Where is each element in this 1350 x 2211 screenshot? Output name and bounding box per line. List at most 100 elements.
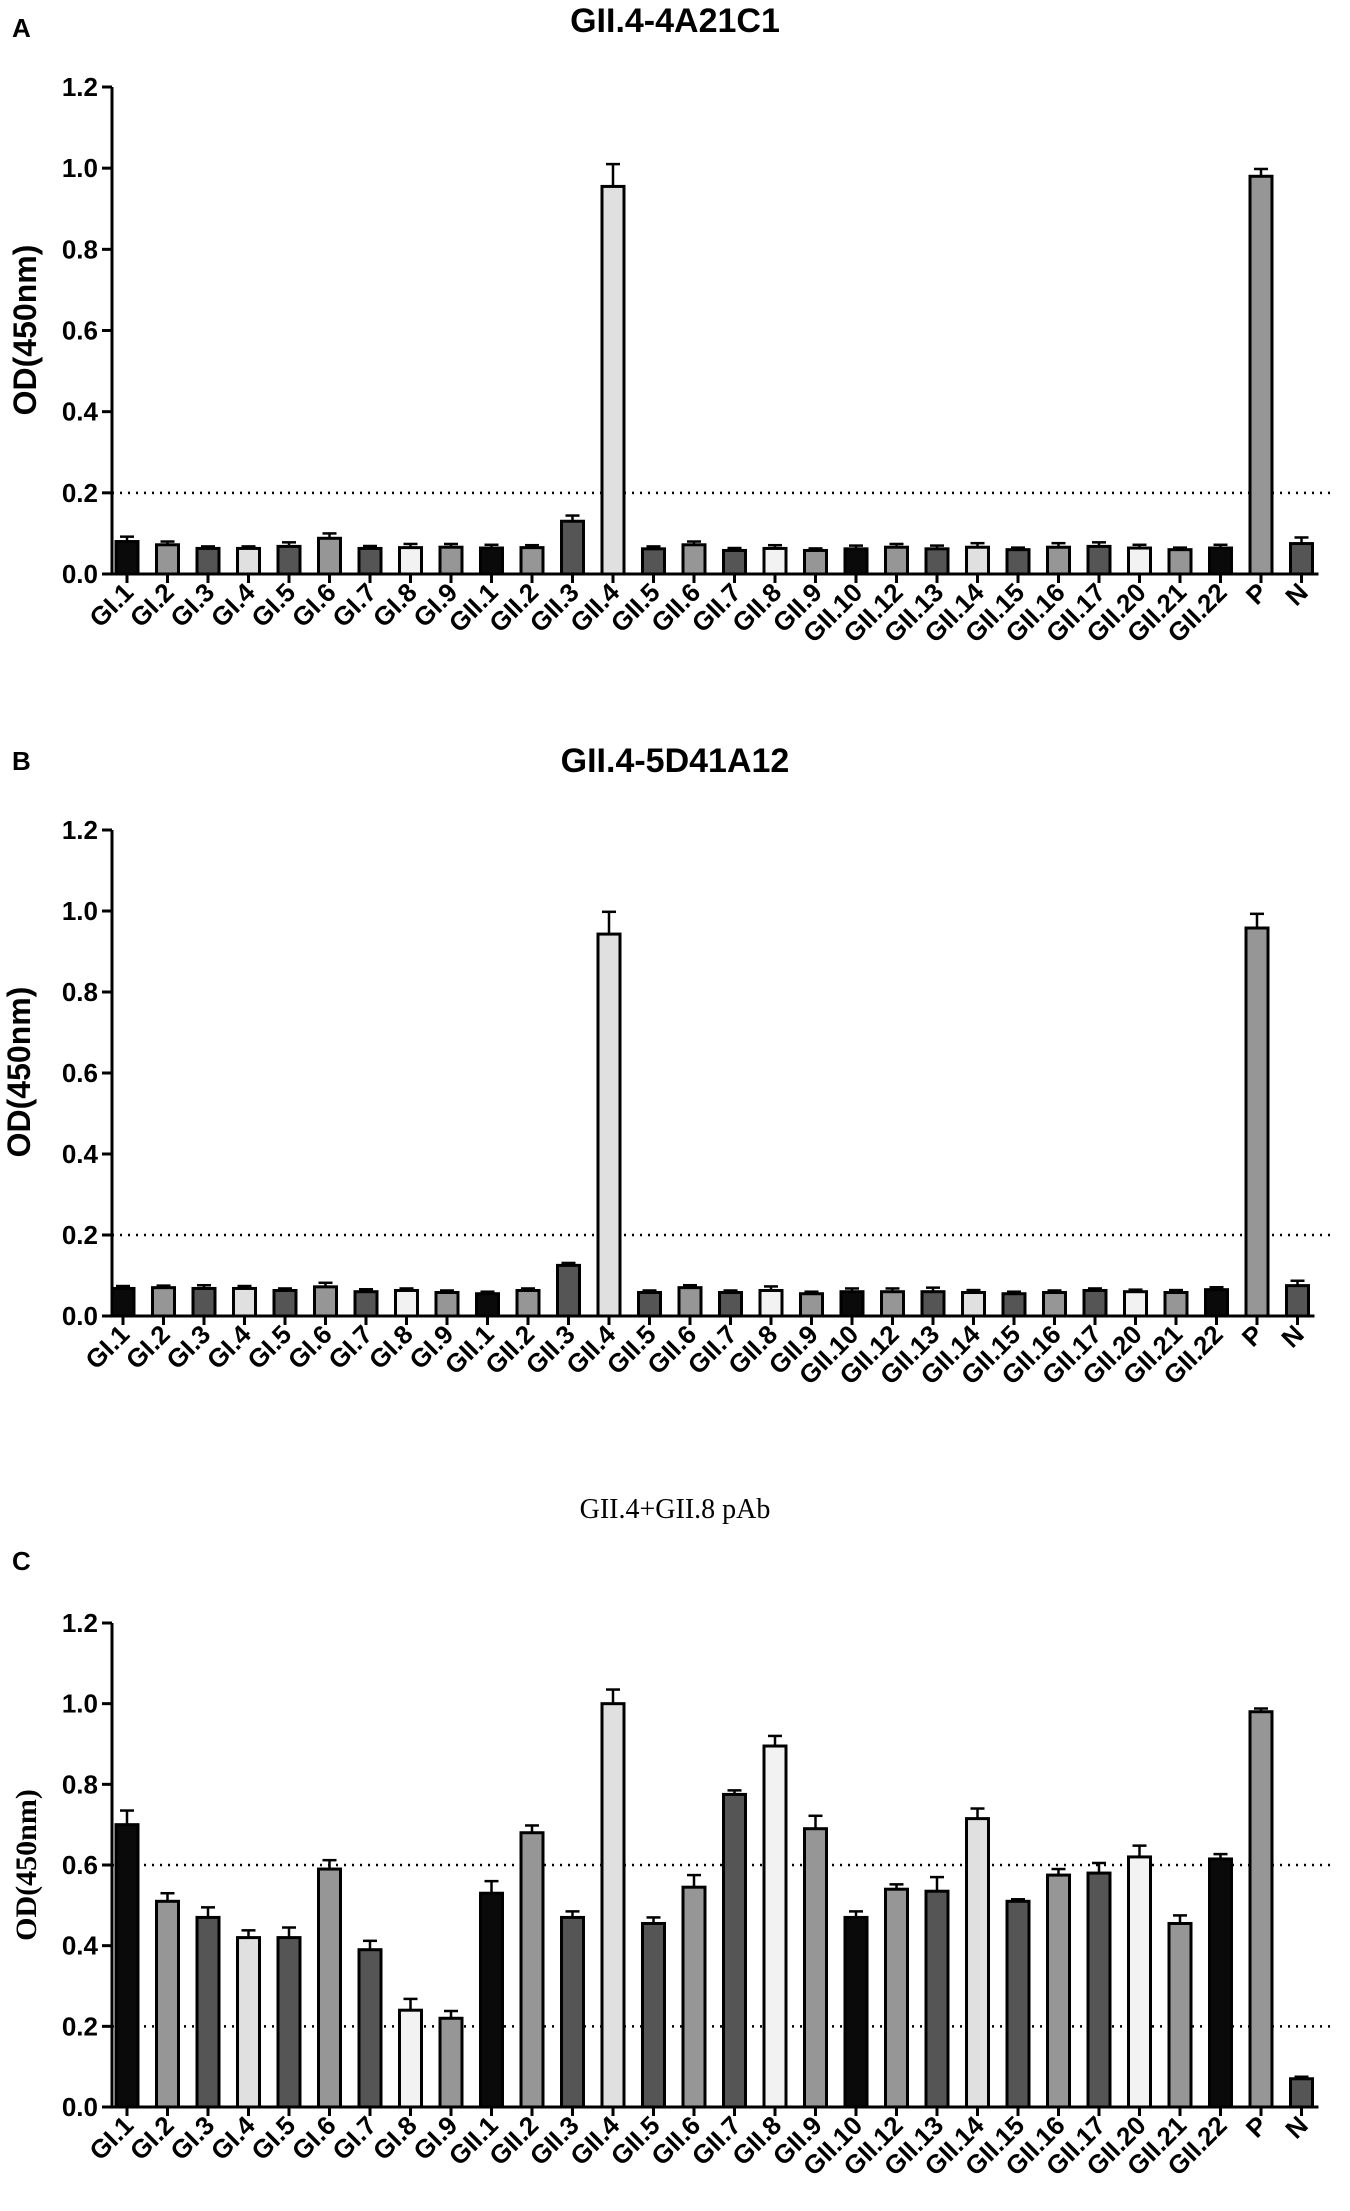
panel-a-bar: [803, 548, 828, 576]
panel-a-bar: [236, 546, 261, 576]
panel-b-letter: B: [12, 746, 31, 776]
panel-b-bar: [515, 1288, 541, 1318]
panel-a-y-tick-label: 0.0: [62, 559, 98, 589]
panel-a-bar: [884, 545, 909, 576]
panel-c-bar: [681, 1885, 707, 2109]
panel-b-bar: [434, 1291, 460, 1318]
panel-c-x-tick-label: P: [1240, 2110, 1273, 2143]
panel-a-bar: [398, 546, 423, 576]
panel-b-bar: [637, 1291, 662, 1318]
panel-a-bar: [276, 544, 302, 576]
panel-c-bar: [236, 1936, 261, 2109]
panel-a-x-tick-label: N: [1279, 577, 1313, 611]
panel-b-bar: [1204, 1288, 1229, 1318]
panel-c-x-tick-label: N: [1279, 2110, 1313, 2144]
panel-c-letter: C: [12, 1546, 31, 1576]
panel-b-x-tick-label: N: [1275, 1319, 1309, 1353]
panel-c-bar: [803, 1827, 828, 2109]
panel-c-bar: [1208, 1857, 1233, 2109]
panel-c-y-tick-label: 0.4: [62, 1931, 99, 1961]
panel-a-bar: [1248, 174, 1274, 576]
panel-a-bar: [965, 545, 990, 576]
panel-a-y-tick-label: 1.2: [62, 72, 98, 102]
panel-c-bar: [1167, 1921, 1193, 2109]
panel-c-bar: [276, 1936, 302, 2109]
panel-b-y-tick-label: 0.2: [62, 1220, 98, 1250]
panel-a-bar: [1167, 548, 1193, 576]
panel-b-y-tick-label: 0.8: [62, 977, 98, 1007]
panel-a-plot: 0.00.20.40.60.81.01.2GI.1GI.2GI.3GI.4GI.…: [62, 72, 1335, 648]
panel-a-bar: [1127, 546, 1152, 576]
panel-c-bar: [843, 1915, 869, 2109]
panel-b-bar: [191, 1286, 217, 1318]
panel-c-bar: [965, 1817, 990, 2109]
panel-a-y-tick-label: 0.8: [62, 234, 98, 264]
panel-b-y-tick-label: 1.2: [62, 815, 98, 845]
panel-c-bar: [1005, 1899, 1031, 2109]
panel-c-bar: [317, 1867, 342, 2109]
panel-b-bar: [1285, 1284, 1310, 1318]
panel-a-bar: [438, 545, 464, 576]
panel-c-bar: [884, 1887, 909, 2109]
panel-b-bar: [920, 1290, 946, 1318]
panel-a-bar: [519, 546, 545, 576]
panel-b-bar: [839, 1290, 865, 1318]
panel-a-bar: [317, 536, 342, 576]
panel-b-y-tick-label: 0.0: [62, 1301, 98, 1331]
panel-b-bar: [718, 1291, 743, 1318]
panel-b-bar: [1042, 1291, 1067, 1318]
panel-b-y-tick-label: 0.4: [62, 1139, 99, 1169]
panel-b-bar: [475, 1292, 500, 1318]
panel-a-letter: A: [12, 13, 31, 43]
panel-c-bar: [722, 1792, 747, 2109]
panel-c-title: GII.4+GII.8 pAb: [580, 1494, 771, 1525]
panel-c-bar: [600, 1702, 626, 2109]
panel-a-bar: [1289, 542, 1314, 576]
panel-a-x-tick-label: P: [1240, 577, 1273, 610]
panel-c-bar: [519, 1831, 545, 2109]
panel-b-bar: [110, 1286, 136, 1318]
panel-b-bar: [961, 1291, 986, 1318]
panel-c-bar: [924, 1889, 950, 2109]
panel-c-bar: [195, 1915, 221, 2109]
panel-c-bar: [762, 1744, 788, 2109]
panel-c-bar: [1248, 1710, 1274, 2109]
panel-b-y-axis-label: OD(450nm): [1, 987, 37, 1158]
panel-b: B GII.4-5D41A12 OD(450nm) 0.0 0.2 0.4 0.6 0.…: [1, 742, 1335, 1390]
panel-c-bar: [479, 1891, 504, 2109]
panel-c-y-tick-label: 0.6: [62, 1850, 98, 1880]
panel-a-bar: [114, 540, 140, 576]
panel-b-bar: [556, 1263, 581, 1318]
panel-b-bar: [394, 1288, 419, 1318]
panel-b-bar: [232, 1286, 257, 1318]
panel-b-bar: [151, 1286, 176, 1318]
panel-c-bar: [438, 2016, 464, 2109]
panel-b-x-tick-label: P: [1236, 1319, 1269, 1352]
panel-b-bar: [353, 1290, 379, 1318]
panel-b-bar: [677, 1286, 703, 1318]
panel-c-bar: [155, 1899, 180, 2109]
panel-a-title: GII.4-4A21C1: [570, 2, 780, 40]
panel-b-bar: [1244, 926, 1270, 1318]
panel-a-bar: [357, 546, 383, 576]
panel-c-bar: [1289, 2077, 1314, 2109]
panel-b-bar: [1123, 1290, 1148, 1318]
panel-a-bar: [600, 184, 626, 576]
panel-a-bar: [924, 547, 950, 576]
panel-b-bar: [1001, 1292, 1027, 1318]
panel-c-y-tick-label: 0.2: [62, 2011, 98, 2041]
panel-b-y-tick-label: 1.0: [62, 896, 98, 926]
panel-b-bar: [1163, 1291, 1189, 1318]
panel-c-y-tick-label: 1.2: [62, 1608, 98, 1638]
panel-a-y-tick-label: 0.2: [62, 478, 98, 508]
panel-c-bar: [1046, 1873, 1071, 2109]
panel-c-bar: [1086, 1871, 1112, 2109]
panel-b-bar: [272, 1288, 298, 1318]
panel-c-bar: [560, 1915, 585, 2109]
panel-c-y-axis-label: OD(450nm): [10, 1789, 43, 1941]
panel-b-bar: [313, 1285, 338, 1318]
panel-c-bar: [641, 1921, 666, 2109]
panel-a-bar: [195, 546, 221, 576]
panel-b-y-tick-label: 0.6: [62, 1058, 98, 1088]
